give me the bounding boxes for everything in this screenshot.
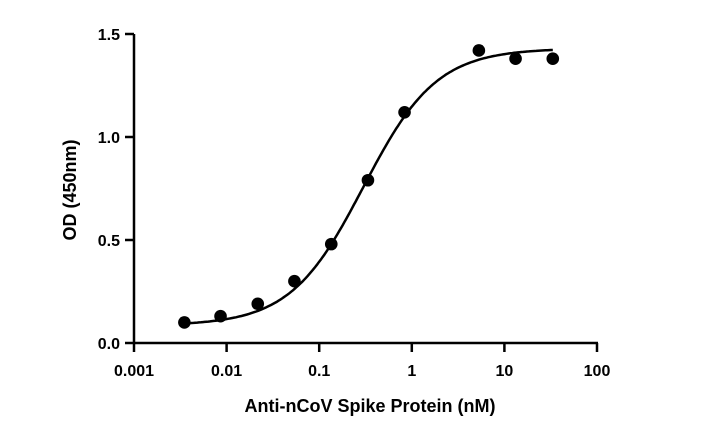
data-point <box>472 44 486 57</box>
data-point <box>324 237 338 251</box>
fit-curve <box>184 48 553 325</box>
x-tick-label: 0.001 <box>114 363 154 380</box>
y-tick-label: 1.5 <box>98 27 120 44</box>
data-points <box>178 44 560 329</box>
data-point <box>509 52 522 66</box>
x-tick-label: 1 <box>407 363 416 380</box>
x-tick-label: 0.01 <box>211 363 242 380</box>
x-tick-label: 100 <box>584 363 611 380</box>
data-point <box>398 105 411 119</box>
x-tick-label: 0.1 <box>308 363 330 380</box>
y-axis-label: OD (450nm) <box>60 139 80 240</box>
data-point <box>178 316 191 329</box>
y-tick-label: 0.0 <box>98 336 120 353</box>
data-point <box>214 309 227 323</box>
data-point <box>546 52 560 66</box>
x-axis-label: Anti-nCoV Spike Protein (nM) <box>245 396 496 416</box>
data-point <box>251 297 265 311</box>
x-tick-label: 10 <box>496 363 514 380</box>
y-tick-label: 1.0 <box>98 130 120 147</box>
data-point <box>288 274 301 288</box>
y-tick-label: 0.5 <box>98 233 120 250</box>
axes <box>125 32 599 352</box>
data-point <box>361 173 375 187</box>
tick-labels: 0.001 0.01 0.1 1 10 100 0.0 0.5 1.0 1.5 <box>98 27 611 380</box>
